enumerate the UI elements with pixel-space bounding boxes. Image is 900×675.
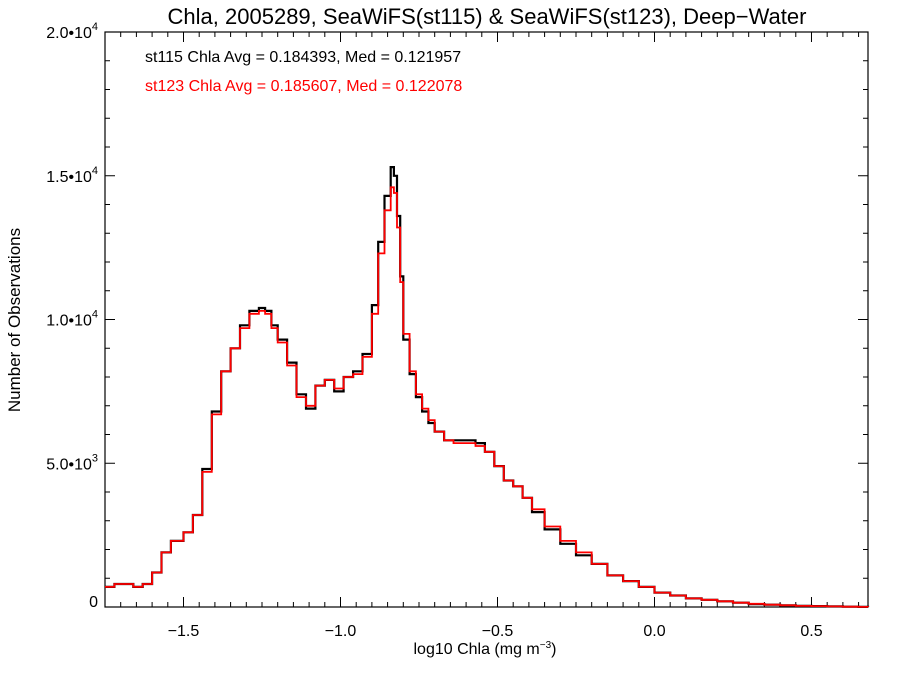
- y-axis-label: Number of Observations: [5, 228, 24, 412]
- x-axis-label: log10 Chla (mg m−3): [413, 640, 556, 658]
- y-tick-label: 1.0•104: [46, 309, 98, 330]
- series-layer: [105, 166, 870, 608]
- annotation-st123-stats: st123 Chla Avg = 0.185607, Med = 0.12207…: [145, 78, 462, 95]
- x-tick-label: 0.0: [643, 623, 665, 640]
- y-tick-label: 0: [89, 594, 98, 611]
- chart-title: Chla, 2005289, SeaWiFS(st115) & SeaWiFS(…: [168, 4, 807, 29]
- x-tick-label: −1.0: [325, 623, 357, 640]
- x-tick-label: −0.5: [482, 623, 514, 640]
- y-axis: 0 5.0•103 1.0•104 1.5•104 2.0•104: [46, 21, 868, 611]
- x-tick-label: −1.5: [168, 623, 200, 640]
- x-tick-label: 0.5: [800, 623, 822, 640]
- series-st123-line: [105, 186, 869, 608]
- y-tick-label: 1.5•104: [46, 165, 98, 186]
- y-tick-label: 2.0•104: [46, 21, 98, 42]
- annotation-st115-stats: st115 Chla Avg = 0.184393, Med = 0.12195…: [145, 49, 461, 66]
- y-tick-label: 5.0•103: [46, 452, 98, 473]
